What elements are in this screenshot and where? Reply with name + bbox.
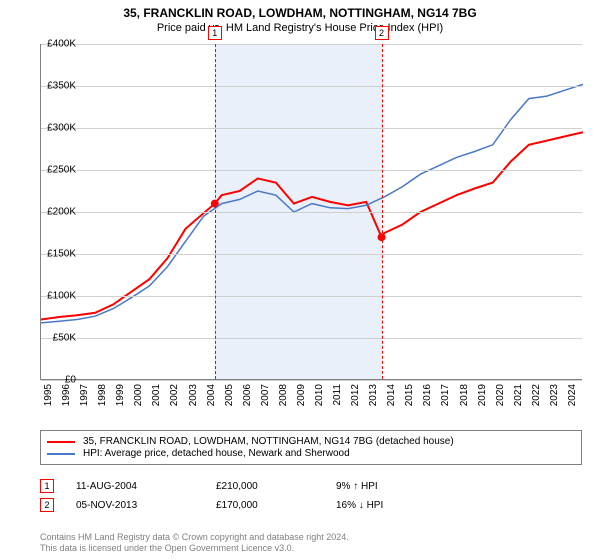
sale-date: 05-NOV-2013 [76, 500, 216, 511]
y-axis-label: £150K [47, 249, 76, 260]
x-axis-label: 2019 [477, 384, 488, 406]
footer-line-2: This data is licensed under the Open Gov… [40, 543, 349, 554]
sale-marker-line [382, 44, 383, 379]
x-axis-label: 2008 [278, 384, 289, 406]
x-axis-label: 2020 [495, 384, 506, 406]
sale-marker-box: 1 [208, 26, 222, 40]
sale-marker-box: 2 [375, 26, 389, 40]
legend-swatch [47, 453, 75, 455]
gridline [41, 338, 582, 339]
chart-title: 35, FRANCKLIN ROAD, LOWDHAM, NOTTINGHAM,… [0, 0, 600, 20]
sale-table: 1 11-AUG-2004£210,0009% ↑ HPI 2 05-NOV-2013… [40, 474, 582, 517]
x-axis-label: 2002 [169, 384, 180, 406]
x-axis-label: 2018 [459, 384, 470, 406]
chart-subtitle: Price paid vs. HM Land Registry's House … [0, 20, 600, 34]
gridline [41, 170, 582, 171]
x-axis-label: 1998 [97, 384, 108, 406]
x-axis-label: 2000 [133, 384, 144, 406]
sale-date: 11-AUG-2004 [76, 481, 216, 492]
y-axis-label: £400K [47, 39, 76, 50]
x-axis-label: 2017 [440, 384, 451, 406]
y-axis-label: £300K [47, 123, 76, 134]
gridline [41, 296, 582, 297]
sale-pct: 9% ↑ HPI [336, 481, 476, 492]
y-axis-label: £200K [47, 207, 76, 218]
x-axis-label: 2012 [350, 384, 361, 406]
sale-marker-line [215, 44, 216, 379]
legend-box: 35, FRANCKLIN ROAD, LOWDHAM, NOTTINGHAM,… [40, 430, 582, 465]
x-axis-label: 2015 [404, 384, 415, 406]
x-axis-label: 2009 [296, 384, 307, 406]
x-axis-label: 2010 [314, 384, 325, 406]
x-axis-label: 2022 [531, 384, 542, 406]
x-axis-label: 2016 [422, 384, 433, 406]
sale-price: £170,000 [216, 500, 336, 511]
legend-row: HPI: Average price, detached house, Newa… [47, 448, 575, 459]
legend-label: 35, FRANCKLIN ROAD, LOWDHAM, NOTTINGHAM,… [83, 436, 454, 447]
hpi_line [41, 84, 583, 323]
x-axis-label: 2003 [188, 384, 199, 406]
sale-row-marker: 1 [40, 479, 54, 493]
chart-area: 12 £0£50K£100K£150K£200K£250K£300K£350K£… [40, 44, 582, 404]
x-axis-label: 2005 [224, 384, 235, 406]
x-axis-label: 1995 [43, 384, 54, 406]
gridline [41, 254, 582, 255]
plot-region: 12 [40, 44, 582, 380]
sale-row: 1 11-AUG-2004£210,0009% ↑ HPI [40, 479, 582, 493]
legend-swatch [47, 441, 75, 443]
y-axis-label: £50K [53, 333, 76, 344]
x-axis-label: 2004 [206, 384, 217, 406]
x-axis-label: 2014 [386, 384, 397, 406]
x-axis-label: 2023 [549, 384, 560, 406]
x-axis-label: 2006 [242, 384, 253, 406]
x-axis-label: 2013 [368, 384, 379, 406]
sale-row: 2 05-NOV-2013£170,00016% ↓ HPI [40, 498, 582, 512]
gridline [41, 212, 582, 213]
x-axis-label: 2001 [151, 384, 162, 406]
x-axis-label: 1997 [79, 384, 90, 406]
y-axis-label: £250K [47, 165, 76, 176]
x-axis-label: 2011 [332, 384, 343, 406]
footer-attribution: Contains HM Land Registry data © Crown c… [40, 532, 349, 555]
x-axis-label: 1999 [115, 384, 126, 406]
y-axis-label: £100K [47, 291, 76, 302]
price_paid_line [41, 132, 583, 319]
gridline [41, 86, 582, 87]
x-axis-label: 2021 [513, 384, 524, 406]
gridline [41, 44, 582, 45]
y-axis-label: £350K [47, 81, 76, 92]
x-axis-label: 2024 [567, 384, 578, 406]
footer-line-1: Contains HM Land Registry data © Crown c… [40, 532, 349, 543]
legend-label: HPI: Average price, detached house, Newa… [83, 448, 350, 459]
x-axis-label: 2007 [260, 384, 271, 406]
gridline [41, 380, 582, 381]
chart-container: 35, FRANCKLIN ROAD, LOWDHAM, NOTTINGHAM,… [0, 0, 600, 560]
sale-price: £210,000 [216, 481, 336, 492]
sale-row-marker: 2 [40, 498, 54, 512]
legend-row: 35, FRANCKLIN ROAD, LOWDHAM, NOTTINGHAM,… [47, 436, 575, 447]
x-axis-label: 1996 [61, 384, 72, 406]
sale-pct: 16% ↓ HPI [336, 500, 476, 511]
gridline [41, 128, 582, 129]
